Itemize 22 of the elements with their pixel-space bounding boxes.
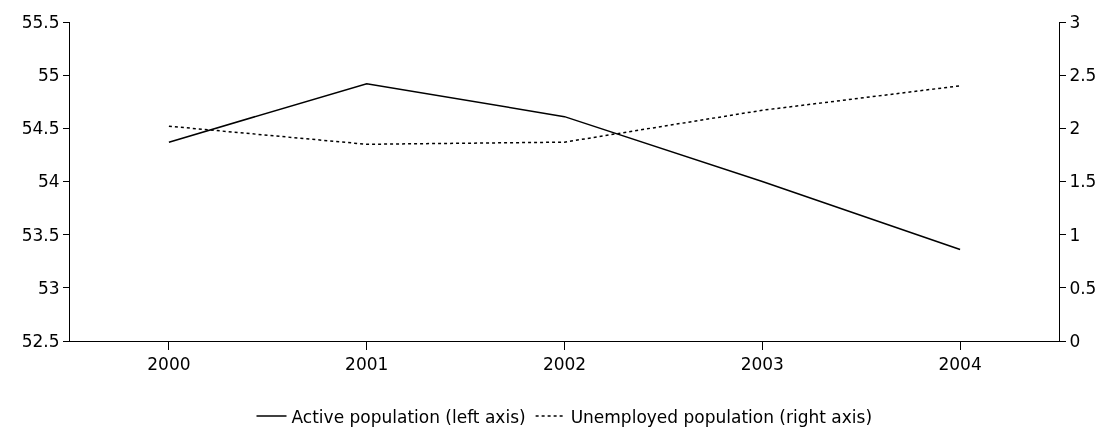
y-tick-label: 54.5 — [21, 118, 60, 139]
legend-label: Unemployed population (right axis) — [570, 406, 873, 427]
y-tick-label: 55.5 — [21, 11, 60, 32]
x-tick-label: 2002 — [542, 354, 587, 375]
y2-tick-label: 0.5 — [1069, 277, 1097, 298]
x-tick-label: 2003 — [740, 354, 784, 375]
y2-tick-label: 2 — [1069, 118, 1081, 139]
legend-label: Active population (left axis) — [291, 406, 526, 427]
y-tick-label: 53.5 — [21, 224, 60, 245]
y2-tick-label: 3 — [1069, 11, 1081, 32]
y2-tick-label: 2.5 — [1069, 65, 1097, 86]
x-tick-label: 2004 — [938, 354, 982, 375]
y-tick-label: 54 — [37, 171, 60, 192]
y-tick-label: 53 — [37, 277, 60, 298]
x-tick-label: 2000 — [147, 354, 191, 375]
y-tick-label: 52.5 — [21, 330, 60, 351]
y2-tick-label: 1 — [1069, 224, 1081, 245]
y-tick-label: 55 — [37, 65, 60, 86]
line-series — [168, 82, 961, 251]
x-tick-label: 2001 — [345, 354, 389, 375]
y2-tick-label: 0 — [1069, 330, 1081, 351]
y2-tick-label: 1.5 — [1069, 171, 1097, 192]
